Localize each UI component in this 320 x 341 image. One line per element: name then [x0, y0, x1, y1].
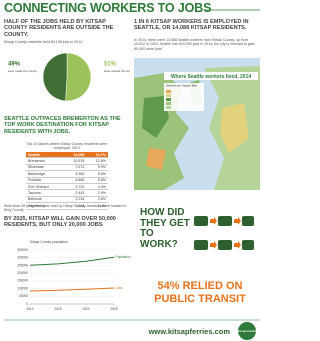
- series-label: Jobs: [116, 286, 123, 290]
- table-cell: 14,088: [63, 152, 87, 159]
- table-cell: 5.8%: [86, 177, 108, 184]
- headline: BY 2025, KITSAP WILL GAIN OVER 50,000 RE…: [4, 216, 116, 229]
- series-line: [29, 287, 115, 292]
- headline: HALF OF THE JOBS HELD BY KITSAP COUNTY R…: [4, 19, 114, 38]
- footer: www.kitsapferries.com kitsap transit: [4, 319, 260, 340]
- title: CONNECTING WORKERS TO JOBS: [4, 1, 212, 15]
- y-tick-label: 150000: [17, 279, 28, 283]
- category-label: were inside the county.: [8, 69, 38, 73]
- series-label: Population: [116, 255, 131, 259]
- table-row: Bremerton 10,576 12.6%: [26, 157, 108, 165]
- value-label: 49%: [8, 62, 21, 68]
- table-cell: Bremerton: [26, 157, 64, 165]
- table-cell: Bainbridge: [26, 170, 64, 178]
- table-cell: Port Orchard: [26, 183, 64, 191]
- table-cell: 4.4%: [86, 183, 108, 191]
- table-cell: 1,214: [63, 202, 87, 210]
- footer-url: www.kitsapferries.com: [148, 327, 231, 336]
- table-cell: 4,845: [63, 177, 87, 184]
- table-cell: 2.9%: [86, 189, 108, 197]
- icons: [194, 216, 254, 250]
- series-line: [29, 256, 115, 266]
- table-row: Bellevue 2,216 2.6%: [26, 196, 108, 204]
- table-row: Port Orchard 3,722 4.4%: [26, 183, 108, 191]
- table-note: More than 28 percent of jobs held by Kit…: [4, 204, 127, 213]
- table-row: Poulsbo 4,845 5.8%: [26, 177, 108, 184]
- page: { "header": {"title": "CONNECTING WORKER…: [4, 1, 260, 340]
- table-cell: 5.8%: [86, 170, 108, 178]
- table-cell: 2.6%: [86, 196, 108, 204]
- headline: SEATTLE OUTPACES BREMERTON AS THE TOP WO…: [4, 116, 130, 135]
- table-cell: 16.7%: [86, 152, 108, 159]
- x-tick-label: 2010: [26, 307, 33, 311]
- table-cell: Gig Harbor: [26, 202, 64, 210]
- pie-chart: 51%were outside the county. 49%were insid…: [8, 52, 130, 102]
- table-cell: 7,573: [63, 164, 87, 172]
- category-label: were outside the county.: [104, 69, 130, 73]
- headline-text: SEATTLE OUTPACES BREMERTON AS THE TOP WO…: [4, 116, 121, 135]
- x-tick-label: 2025: [110, 307, 117, 311]
- table-cell: 3,722: [63, 183, 87, 191]
- table-cell: 12.6%: [86, 157, 108, 165]
- chart-title: Kitsap County population: [30, 240, 68, 244]
- headline: 1 IN 6 KITSAP WORKERS IS EMPLOYED IN SEA…: [134, 19, 249, 32]
- logo: kitsap transit: [238, 329, 257, 333]
- pie-slice: [65, 52, 92, 102]
- table-cell: 9.0%: [86, 164, 108, 172]
- y-tick-label: 350000: [17, 248, 28, 252]
- table-row: Bainbridge 4,900 5.8%: [26, 170, 108, 178]
- table-row: Silverdale 7,573 9.0%: [26, 164, 108, 172]
- table-row: Gig Harbor 1,214 1.4%: [26, 202, 108, 210]
- table-cell: 2,216: [63, 196, 87, 204]
- x-tick-label: 2020: [82, 307, 89, 311]
- paragraph: In 2014, there were 14,088 Seattle worke…: [134, 38, 255, 51]
- table-row: Seattle 14,088 16.7%: [26, 152, 108, 159]
- map-title: Where Seattle workers lived, 2014: [171, 74, 252, 80]
- table-cell: Tacoma: [26, 189, 64, 197]
- map: Where Seattle workers lived, 2014 Worker…: [134, 58, 260, 190]
- question: HOW DID THEY GET TO WORK?: [140, 207, 190, 250]
- table-cell: Poulsbo: [26, 177, 64, 184]
- table-cell: Silverdale: [26, 164, 64, 172]
- legend-title: Workers per Square Mile: [166, 84, 197, 88]
- pie-caption: Kitsap County residents held 84,198 jobs…: [4, 40, 83, 44]
- table-cell: Bellevue: [26, 196, 64, 204]
- y-tick-label: 300000: [17, 256, 28, 260]
- table-cell: 10,576: [63, 157, 87, 165]
- table-caption: Top 10 places where Kitsap County reside…: [26, 142, 108, 151]
- table-cell: 2,443: [63, 189, 87, 197]
- table: Seattle 14,088 16.7% Bremerton 10,576 12.6% Si…: [26, 152, 108, 210]
- x-tick-label: 2015: [54, 307, 61, 311]
- y-tick-label: 0: [26, 302, 28, 306]
- table-cell: 4,900: [63, 170, 87, 178]
- y-tick-label: 50000: [19, 294, 28, 298]
- y-tick-label: 200000: [17, 271, 28, 275]
- pie-slice: [42, 52, 68, 102]
- answer: 54% RELIED ON PUBLIC TRANSIT: [154, 280, 246, 305]
- title-rule: [204, 9, 260, 11]
- y-tick-label: 100000: [17, 286, 28, 290]
- value-label: 51%: [104, 62, 117, 68]
- line-chart: Kitsap County population 0 50000 100000 1500…: [17, 240, 131, 311]
- table-row: Tacoma 2,443 2.9%: [26, 189, 108, 197]
- y-tick-label: 250000: [17, 263, 28, 267]
- table-cell: Seattle: [26, 152, 64, 159]
- table-cell: 1.4%: [86, 202, 108, 210]
